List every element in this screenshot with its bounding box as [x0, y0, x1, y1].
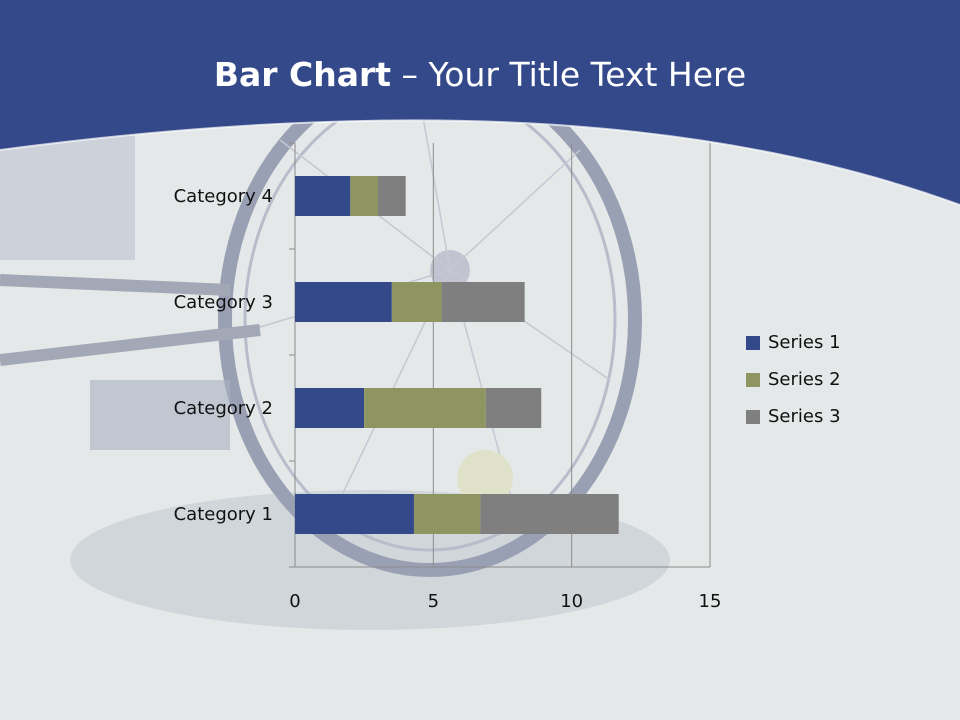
bar-4-series-3 [378, 176, 406, 216]
legend-item-series-1: Series 1 [746, 324, 841, 361]
category-label: Category 4 [174, 186, 273, 207]
category-label: Category 3 [174, 292, 273, 313]
legend-label: Series 2 [768, 369, 841, 390]
slide-title: Bar Chart – Your Title Text Here [0, 52, 960, 98]
legend-swatch [746, 409, 760, 424]
title-regular: – Your Title Text Here [391, 55, 747, 94]
legend-label: Series 3 [768, 406, 841, 427]
legend-label: Series 1 [768, 332, 841, 353]
bar-1-series-2 [413, 494, 481, 534]
bar-4-series-2 [350, 176, 378, 216]
x-tick-label: 0 [289, 591, 300, 612]
bar-3-series-2 [391, 282, 442, 322]
category-label: Category 2 [174, 398, 273, 419]
x-tick-label: 10 [560, 591, 583, 612]
chart-legend: Series 1 Series 2 Series 3 [746, 324, 841, 435]
title-bold: Bar Chart [213, 55, 392, 94]
x-tick-label: 15 [699, 591, 722, 612]
bar-1-series-3 [480, 494, 619, 534]
bar-4-series-1 [295, 176, 351, 216]
legend-item-series-2: Series 2 [746, 361, 841, 398]
bar-2-series-1 [295, 388, 365, 428]
bar-3-series-1 [295, 282, 392, 322]
bar-2-series-3 [485, 388, 542, 428]
bar-2-series-2 [364, 388, 486, 428]
legend-swatch [746, 335, 760, 350]
x-tick-label: 5 [428, 591, 439, 612]
bar-1-series-1 [295, 494, 414, 534]
category-label: Category 1 [174, 504, 273, 525]
bar-3-series-3 [441, 282, 525, 322]
legend-item-series-3: Series 3 [746, 398, 841, 435]
legend-swatch [746, 372, 760, 387]
